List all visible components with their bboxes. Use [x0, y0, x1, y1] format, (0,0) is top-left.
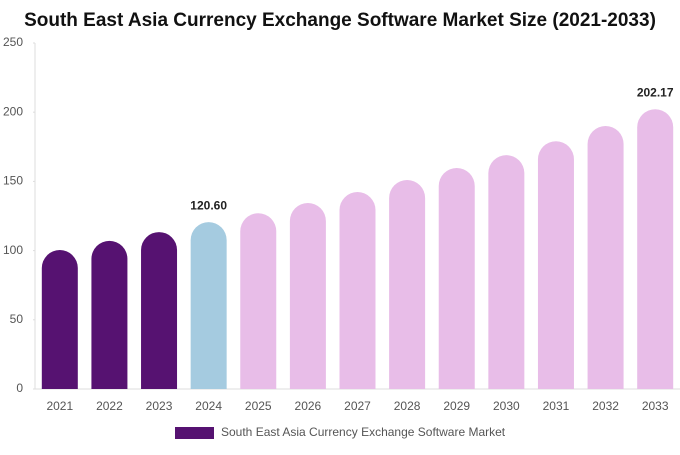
legend-swatch	[175, 427, 214, 439]
x-tick-label: 2021	[46, 399, 73, 413]
bar	[587, 126, 624, 390]
x-tick-label: 2032	[592, 399, 619, 413]
x-tick-label: 2023	[146, 399, 173, 413]
x-tick-label: 2029	[443, 399, 470, 413]
bar	[637, 109, 674, 389]
data-label: 120.60	[190, 198, 227, 212]
y-tick-label: 100	[3, 243, 23, 257]
chart-title: South East Asia Currency Exchange Softwa…	[24, 10, 656, 31]
x-tick-label: 2031	[543, 399, 570, 413]
x-tick-label: 2024	[195, 399, 222, 413]
x-tick-label: 2025	[245, 399, 272, 413]
data-label: 202.17	[637, 85, 674, 99]
y-tick-label: 150	[3, 174, 23, 188]
x-tick-label: 2028	[394, 399, 421, 413]
x-tick-label: 2033	[642, 399, 669, 413]
y-tick-label: 50	[10, 312, 24, 326]
bar	[488, 155, 525, 389]
x-tick-label: 2030	[493, 399, 520, 413]
y-tick-label: 0	[16, 381, 23, 395]
bar	[537, 141, 574, 389]
bar	[389, 180, 426, 389]
bar	[190, 222, 227, 389]
legend-label: South East Asia Currency Exchange Softwa…	[221, 425, 506, 439]
y-tick-label: 200	[3, 104, 23, 118]
bar	[339, 192, 376, 389]
bar	[289, 202, 326, 389]
y-tick-label: 250	[3, 35, 23, 49]
bar	[438, 167, 475, 389]
bar	[141, 232, 178, 389]
x-tick-label: 2026	[295, 399, 322, 413]
bar	[240, 213, 277, 389]
bar	[41, 250, 78, 389]
x-tick-label: 2022	[96, 399, 123, 413]
bar	[91, 240, 128, 389]
x-tick-label: 2027	[344, 399, 371, 413]
